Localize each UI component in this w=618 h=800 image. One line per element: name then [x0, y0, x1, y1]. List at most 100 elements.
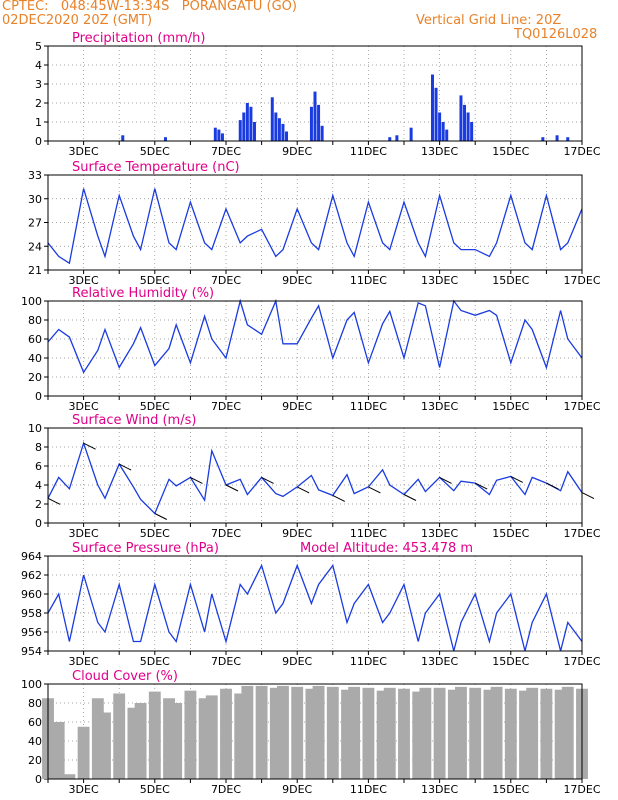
x-tick-label: 9DEC	[282, 145, 312, 158]
y-tick-label: 960	[21, 588, 42, 601]
cloud-bar	[277, 685, 289, 779]
y-tick-label: 4	[35, 479, 42, 492]
cloud-bar	[91, 698, 104, 779]
panel-title: Surface Wind (m/s)	[72, 413, 196, 428]
x-tick-label: 13DEC	[421, 274, 458, 287]
x-tick-label: 5DEC	[140, 145, 170, 158]
cloud-bar	[383, 687, 396, 779]
precip-bar	[541, 137, 545, 141]
cloud-bar	[455, 686, 467, 779]
y-tick-label: 60	[28, 333, 42, 346]
wind-arrow	[261, 476, 274, 484]
y-tick-label: 20	[28, 754, 42, 767]
panel-frame	[47, 427, 583, 524]
precip-bar	[441, 122, 445, 141]
x-tick-label: 11DEC	[350, 145, 387, 158]
cloud-bar	[291, 686, 304, 779]
y-tick-label: 100	[21, 678, 42, 691]
wind-arrow	[332, 495, 346, 502]
precip-bar	[121, 135, 125, 141]
x-tick-label: 3DEC	[69, 274, 99, 287]
cloud-bar	[554, 689, 567, 779]
y-tick-label: 2	[35, 97, 42, 110]
precip-bar	[566, 137, 570, 141]
cloud-bar	[234, 693, 247, 779]
precip-bar	[245, 103, 249, 141]
precip-bar	[434, 87, 438, 141]
precip-bar	[285, 131, 289, 141]
y-tick-label: 20	[28, 371, 42, 384]
cloud-bar	[184, 690, 197, 779]
x-tick-label: 3DEC	[69, 655, 99, 668]
precip-bar	[163, 137, 167, 141]
precip-bar	[270, 97, 274, 141]
precip-bar	[463, 104, 467, 141]
x-tick-label: 15DEC	[492, 655, 529, 668]
cloud-bar	[398, 688, 410, 779]
precip-bar	[213, 127, 217, 141]
x-tick-label: 3DEC	[69, 145, 99, 158]
precip-bar	[388, 137, 392, 141]
precip-bar	[445, 129, 449, 141]
cloud-bar	[163, 698, 175, 779]
panel-4: 0 2 4 6 8 10 3DEC 5DEC 7DEC 9DEC 11DEC 13DEC 15DEC 17…	[28, 413, 601, 540]
precip-bar	[555, 135, 559, 141]
y-tick-label: 100	[21, 295, 42, 308]
x-tick-label: 7DEC	[211, 527, 241, 540]
x-tick-label: 17DEC	[563, 400, 600, 413]
precip-bar	[220, 133, 224, 141]
cloud-bar	[312, 685, 325, 779]
cloud-bar	[198, 698, 211, 779]
cloud-bar	[269, 687, 282, 779]
precip-bar	[252, 122, 256, 141]
precip-bar	[438, 112, 442, 141]
panel-6: 0 20 40 60 80 100 3DEC 5DEC 7DEC 9DEC 11DEC 13DEC 15…	[21, 669, 601, 796]
y-tick-label: 80	[28, 697, 42, 710]
x-tick-label: 17DEC	[563, 655, 600, 668]
precip-bar	[281, 123, 285, 141]
wind-arrow	[581, 492, 595, 500]
y-tick-label: 954	[21, 645, 42, 658]
x-tick-label: 7DEC	[211, 145, 241, 158]
precip-bar	[277, 118, 281, 141]
cloud-bar	[348, 686, 361, 779]
x-tick-label: 17DEC	[563, 783, 600, 796]
wind-arrow	[439, 476, 452, 484]
precip-bar	[274, 112, 278, 141]
x-tick-label: 17DEC	[563, 145, 600, 158]
cloud-bar	[220, 688, 232, 779]
precip-bar	[395, 135, 399, 141]
cloud-bar	[99, 712, 111, 779]
x-tick-label: 9DEC	[282, 274, 312, 287]
cloud-bar	[504, 688, 517, 779]
y-tick-label: 964	[21, 550, 42, 563]
precip-bar	[317, 104, 321, 141]
cloud-bar	[134, 703, 147, 779]
precip-bar	[430, 74, 434, 141]
cloud-bar	[433, 687, 446, 779]
cloud-bar	[148, 691, 161, 779]
panel-frame	[47, 683, 583, 780]
y-tick-label: 40	[28, 352, 42, 365]
cloud-bar	[490, 686, 503, 779]
x-tick-label: 7DEC	[211, 400, 241, 413]
x-tick-label: 13DEC	[421, 145, 458, 158]
y-tick-label: 2	[35, 498, 42, 511]
precip-bar	[470, 122, 474, 141]
y-tick-label: 33	[28, 169, 42, 182]
wind-arrow	[154, 513, 168, 520]
cloud-bar	[255, 685, 268, 779]
x-tick-label: 3DEC	[69, 783, 99, 796]
cloud-bar	[305, 688, 318, 779]
y-tick-label: 24	[28, 240, 42, 253]
x-tick-label: 17DEC	[563, 527, 600, 540]
precip-bar	[242, 112, 246, 141]
cloud-bar	[483, 689, 496, 779]
x-tick-label: 7DEC	[211, 783, 241, 796]
x-tick-label: 15DEC	[492, 527, 529, 540]
y-tick-label: 27	[28, 217, 42, 230]
wind-arrow	[474, 482, 488, 490]
y-tick-label: 21	[28, 264, 42, 277]
panel-frame	[47, 45, 583, 142]
panel-title: Surface Pressure (hPa)	[72, 541, 219, 556]
